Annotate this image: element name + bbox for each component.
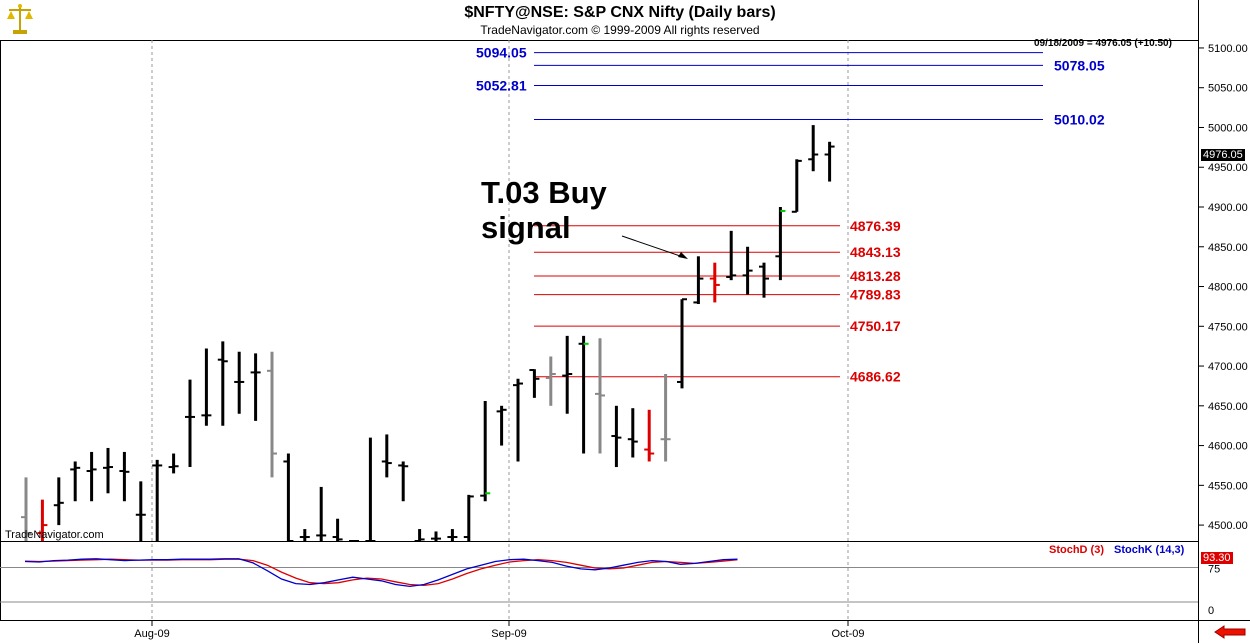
ohlc-bar: [217, 341, 228, 426]
stoch-tick-label: 75: [1208, 564, 1220, 576]
support-level-label: 4750.17: [850, 318, 901, 334]
ohlc-bar: [332, 518, 343, 541]
price-tick-label: 5000.00: [1208, 122, 1248, 134]
support-level-label: 4843.13: [850, 244, 901, 260]
ohlc-bar: [398, 461, 409, 502]
ohlc-bar: [529, 369, 540, 398]
ohlc-bar: [742, 246, 753, 295]
support-level-label: 4813.28: [850, 268, 901, 284]
price-tick-label: 4700.00: [1208, 361, 1248, 373]
resistance-level-label: 5052.81: [476, 77, 527, 93]
chart-subtitle: TradeNavigator.com © 1999-2009 All right…: [480, 23, 760, 37]
price-tick-label: 4900.00: [1208, 202, 1248, 214]
ohlc-bar: [381, 434, 392, 478]
ohlc-bar: [496, 405, 507, 446]
price-tick-label: 4500.00: [1208, 520, 1248, 532]
resistance-level-label: 5010.02: [1054, 112, 1105, 128]
ohlc-bar: [447, 529, 458, 541]
ohlc-bar: [53, 477, 64, 526]
stoch-tick-label: 0: [1208, 605, 1214, 617]
ohlc-bar: [824, 141, 835, 182]
ohlc-bar: [480, 401, 491, 502]
chart-title: $NFTY@NSE: S&P CNX Nifty (Daily bars): [464, 4, 776, 21]
ohlc-bar: [627, 408, 638, 458]
ohlc-bar: [791, 159, 802, 213]
watermark: TradeNavigator.com: [5, 529, 104, 541]
ohlc-bar: [660, 374, 671, 462]
price-tick-label: 4950.00: [1208, 162, 1248, 174]
ohlc-bar: [86, 451, 97, 502]
last-price-tag: 4976.05: [1201, 149, 1245, 161]
ohlc-bar: [201, 348, 212, 426]
resistance-level-label: 5078.05: [1054, 57, 1105, 73]
support-level-label: 4686.62: [850, 369, 901, 385]
buy-signal-label-line1: T.03 Buy: [481, 175, 607, 210]
date-label: Aug-09: [134, 628, 169, 640]
ohlc-bar: [431, 531, 441, 541]
ohlc-bar: [185, 379, 195, 468]
ohlc-bar: [234, 351, 245, 414]
ohlc-bar: [103, 447, 113, 494]
ohlc-bar: [578, 335, 589, 454]
ohlc-bar: [119, 451, 130, 502]
buy-signal-label-line2: signal: [481, 210, 571, 245]
support-level-label: 4876.39: [850, 218, 901, 234]
ohlc-bar: [709, 262, 720, 303]
ohlc-bar: [644, 409, 655, 462]
signal-arrow-head-icon: [678, 252, 688, 259]
stoch-k-label: StochK (14,3): [1114, 544, 1185, 556]
ohlc-bar: [21, 477, 31, 541]
ohlc-bar: [267, 351, 277, 478]
ohlc-bar: [152, 459, 163, 541]
ohlc-bar: [693, 256, 704, 305]
ohlc-bar: [677, 298, 687, 389]
stoch-panel-frame: [0, 541, 1199, 621]
ohlc-bar: [70, 461, 81, 502]
balance-logo-icon: [6, 2, 34, 36]
ohlc-bar: [37, 499, 48, 541]
price-tick-label: 5100.00: [1208, 43, 1248, 55]
ohlc-bar: [611, 405, 622, 468]
last-quote: 09/18/2009 = 4976.05 (+10.50): [1034, 38, 1172, 49]
support-level-label: 4789.83: [850, 287, 901, 303]
price-tick-label: 4650.00: [1208, 401, 1248, 413]
resistance-level-label: 5094.05: [476, 45, 527, 61]
ohlc-bar: [299, 529, 310, 541]
date-label: Sep-09: [491, 628, 526, 640]
ohlc-bar: [316, 486, 327, 541]
ohlc-bar: [775, 207, 786, 281]
ohlc-bar: [759, 262, 769, 298]
date-label: Oct-09: [831, 628, 864, 640]
ohlc-bar: [349, 540, 359, 542]
stoch-d-line: [24, 558, 738, 587]
ohlc-bar: [283, 453, 294, 542]
ohlc-bar: [726, 230, 737, 281]
price-tick-label: 4850.00: [1208, 242, 1248, 254]
signal-arrow-line: [621, 235, 687, 259]
price-panel-frame: [0, 40, 1199, 542]
ohlc-bar: [513, 378, 523, 462]
ohlc-bar: [250, 353, 261, 421]
stoch-d-label: StochD (3): [1049, 544, 1104, 556]
ohlc-bar: [135, 481, 146, 541]
stoch-last-value-tag: 93.30: [1201, 552, 1233, 564]
ohlc-bar: [168, 453, 179, 474]
price-tick-label: 4550.00: [1208, 480, 1248, 492]
ohlc-bar: [562, 335, 573, 414]
price-tick-label: 4800.00: [1208, 282, 1248, 294]
price-tick-label: 4600.00: [1208, 441, 1248, 453]
ohlc-bar: [808, 125, 819, 172]
ohlc-bar: [463, 494, 474, 541]
ohlc-bar: [545, 356, 556, 406]
ohlc-bar: [414, 529, 425, 542]
scroll-left-arrow-icon[interactable]: [1214, 625, 1246, 639]
stoch-k-line: [24, 558, 738, 588]
price-tick-label: 5050.00: [1208, 83, 1248, 95]
ohlc-bar: [595, 338, 605, 454]
ohlc-bar: [365, 437, 376, 542]
price-tick-label: 4750.00: [1208, 321, 1248, 333]
